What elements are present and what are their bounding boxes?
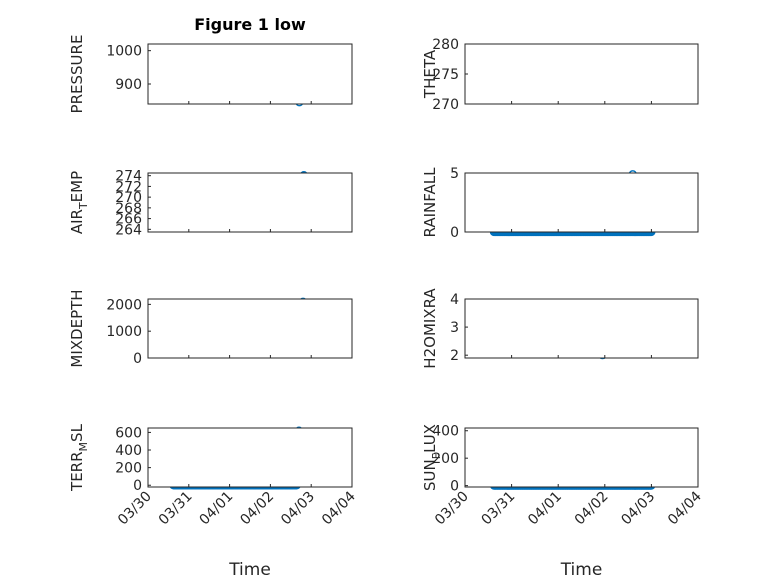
subplot-6: 2 3 4 H2OMIXRA	[421, 288, 699, 369]
y-tick-label: 2	[450, 348, 459, 364]
y-axis-label: THETA	[421, 49, 439, 99]
subplot-4: 0 5 RAINFALL	[421, 166, 699, 241]
y-axis-label: MIXDEPTH	[68, 289, 86, 367]
y-tick-label: 0	[133, 351, 142, 367]
y-axis-label-rest: EMP	[68, 171, 86, 202]
y-tick-label: 200	[432, 451, 459, 467]
x-tick-label: 04/04	[665, 488, 705, 528]
y-tick-label: 266	[115, 212, 142, 228]
axes-frame	[464, 172, 699, 233]
x-tick-label: 04/03	[618, 489, 658, 529]
x-axis-label: Time	[560, 560, 603, 580]
y-tick-label: 400	[432, 424, 459, 440]
y-tick-label: 4	[450, 292, 459, 308]
x-tick-label: 04/01	[197, 489, 237, 529]
y-tick-label: 1000	[106, 324, 142, 340]
subplot-5: 0 1000 2000 MIXDEPTH	[68, 289, 353, 368]
axes-frame	[147, 427, 353, 488]
axes-frame	[147, 43, 353, 105]
x-tick-label: 03/30	[115, 489, 155, 529]
y-tick-label: 272	[115, 179, 142, 195]
y-tick-label: 275	[432, 67, 459, 83]
y-tick-label: 900	[115, 77, 142, 93]
y-tick-label: 200	[115, 461, 142, 477]
x-axis-label: Time	[228, 560, 271, 580]
y-tick-label: 0	[133, 478, 142, 494]
y-axis-label: PRESSURE	[68, 35, 86, 114]
x-tick-label: 04/01	[525, 489, 565, 529]
y-tick-label: 270	[115, 190, 142, 206]
y-tick-label: 2000	[106, 297, 142, 313]
y-axis-label-main: AIR	[68, 209, 86, 234]
y-axis-label: SUNFLUX	[421, 424, 443, 491]
axes-frame	[464, 43, 699, 105]
y-axis-label-main: SUN	[421, 459, 439, 491]
y-axis-label: RAINFALL	[421, 167, 439, 238]
x-tick-label: 04/03	[278, 489, 318, 529]
y-tick-label: 280	[432, 37, 459, 53]
x-tick-label: 04/02	[237, 489, 277, 529]
y-axis-label: TERRMSL	[68, 423, 90, 492]
y-axis-label-rest: LUX	[421, 424, 439, 453]
x-tick-label: 03/31	[479, 489, 519, 529]
y-axis-label-subscript: F	[430, 453, 443, 459]
y-tick-label: 5	[450, 166, 459, 182]
y-axis-label-rest: SL	[68, 423, 86, 442]
y-tick-label: 3	[450, 320, 459, 336]
y-tick-label: 274	[115, 169, 142, 185]
y-tick-label: 0	[450, 225, 459, 241]
axes-frame	[464, 427, 699, 488]
y-axis-label-subscript: M	[77, 442, 90, 452]
x-tick-label: 03/31	[156, 489, 196, 529]
axes-frame	[464, 298, 699, 359]
axes-frame	[147, 172, 353, 233]
y-tick-label: 270	[432, 97, 459, 113]
y-tick-label: 400	[115, 443, 142, 459]
x-tick-label: 04/02	[572, 489, 612, 529]
y-axis-label: H2OMIXRA	[421, 288, 439, 369]
axes-frame	[147, 298, 353, 359]
y-axis-label-subscript: T	[77, 202, 90, 210]
y-tick-label: 600	[115, 425, 142, 441]
x-tick-label: 04/04	[319, 488, 359, 528]
y-tick-label: 1000	[106, 44, 142, 60]
y-axis-label-main: TERR	[68, 451, 86, 492]
subplot-1: 900 1000 PRESSURE	[68, 35, 353, 114]
y-tick-label: 0	[450, 479, 459, 495]
y-tick-label: 268	[115, 201, 142, 217]
y-axis-label: AIRTEMP	[68, 171, 90, 234]
y-tick-label: 264	[115, 222, 142, 238]
figure-title: Figure 1 low	[194, 15, 306, 34]
